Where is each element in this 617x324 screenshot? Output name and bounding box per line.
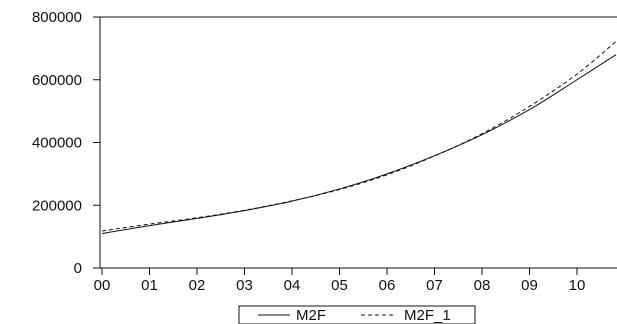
y-tick-label: 0 [74,260,82,277]
axes [99,16,617,269]
legend-label-m2f-1: M2F_1 [404,307,451,324]
x-tick-label: 00 [94,277,111,294]
x-tick-label: 07 [426,277,443,294]
x-tick-label: 05 [331,277,348,294]
x-tick-label: 08 [474,277,491,294]
legend-label-m2f: M2F [296,307,326,324]
x-tick-label: 01 [141,277,158,294]
y-tick-label: 600000 [32,72,82,89]
legend: M2F M2F_1 [238,305,476,324]
x-tick-label: 10 [569,277,586,294]
series-line-m2f-1 [101,41,617,232]
x-tick-label: 09 [521,277,538,294]
y-tick-label: 200000 [32,197,82,214]
x-tick-label: 02 [189,277,206,294]
x-tick-label: 04 [284,277,301,294]
x-tick-label: 06 [379,277,396,294]
x-tick-label: 03 [236,277,253,294]
tick-marks [93,16,578,275]
y-tick-label: 400000 [32,135,82,152]
series-line-m2f [101,54,617,234]
y-tick-label: 800000 [32,9,82,26]
legend-box [238,305,476,324]
tick-labels: 0 200000 400000 600000 800000 00 01 02 03 04 05 06 0… [32,9,585,294]
series-lines [101,41,617,234]
